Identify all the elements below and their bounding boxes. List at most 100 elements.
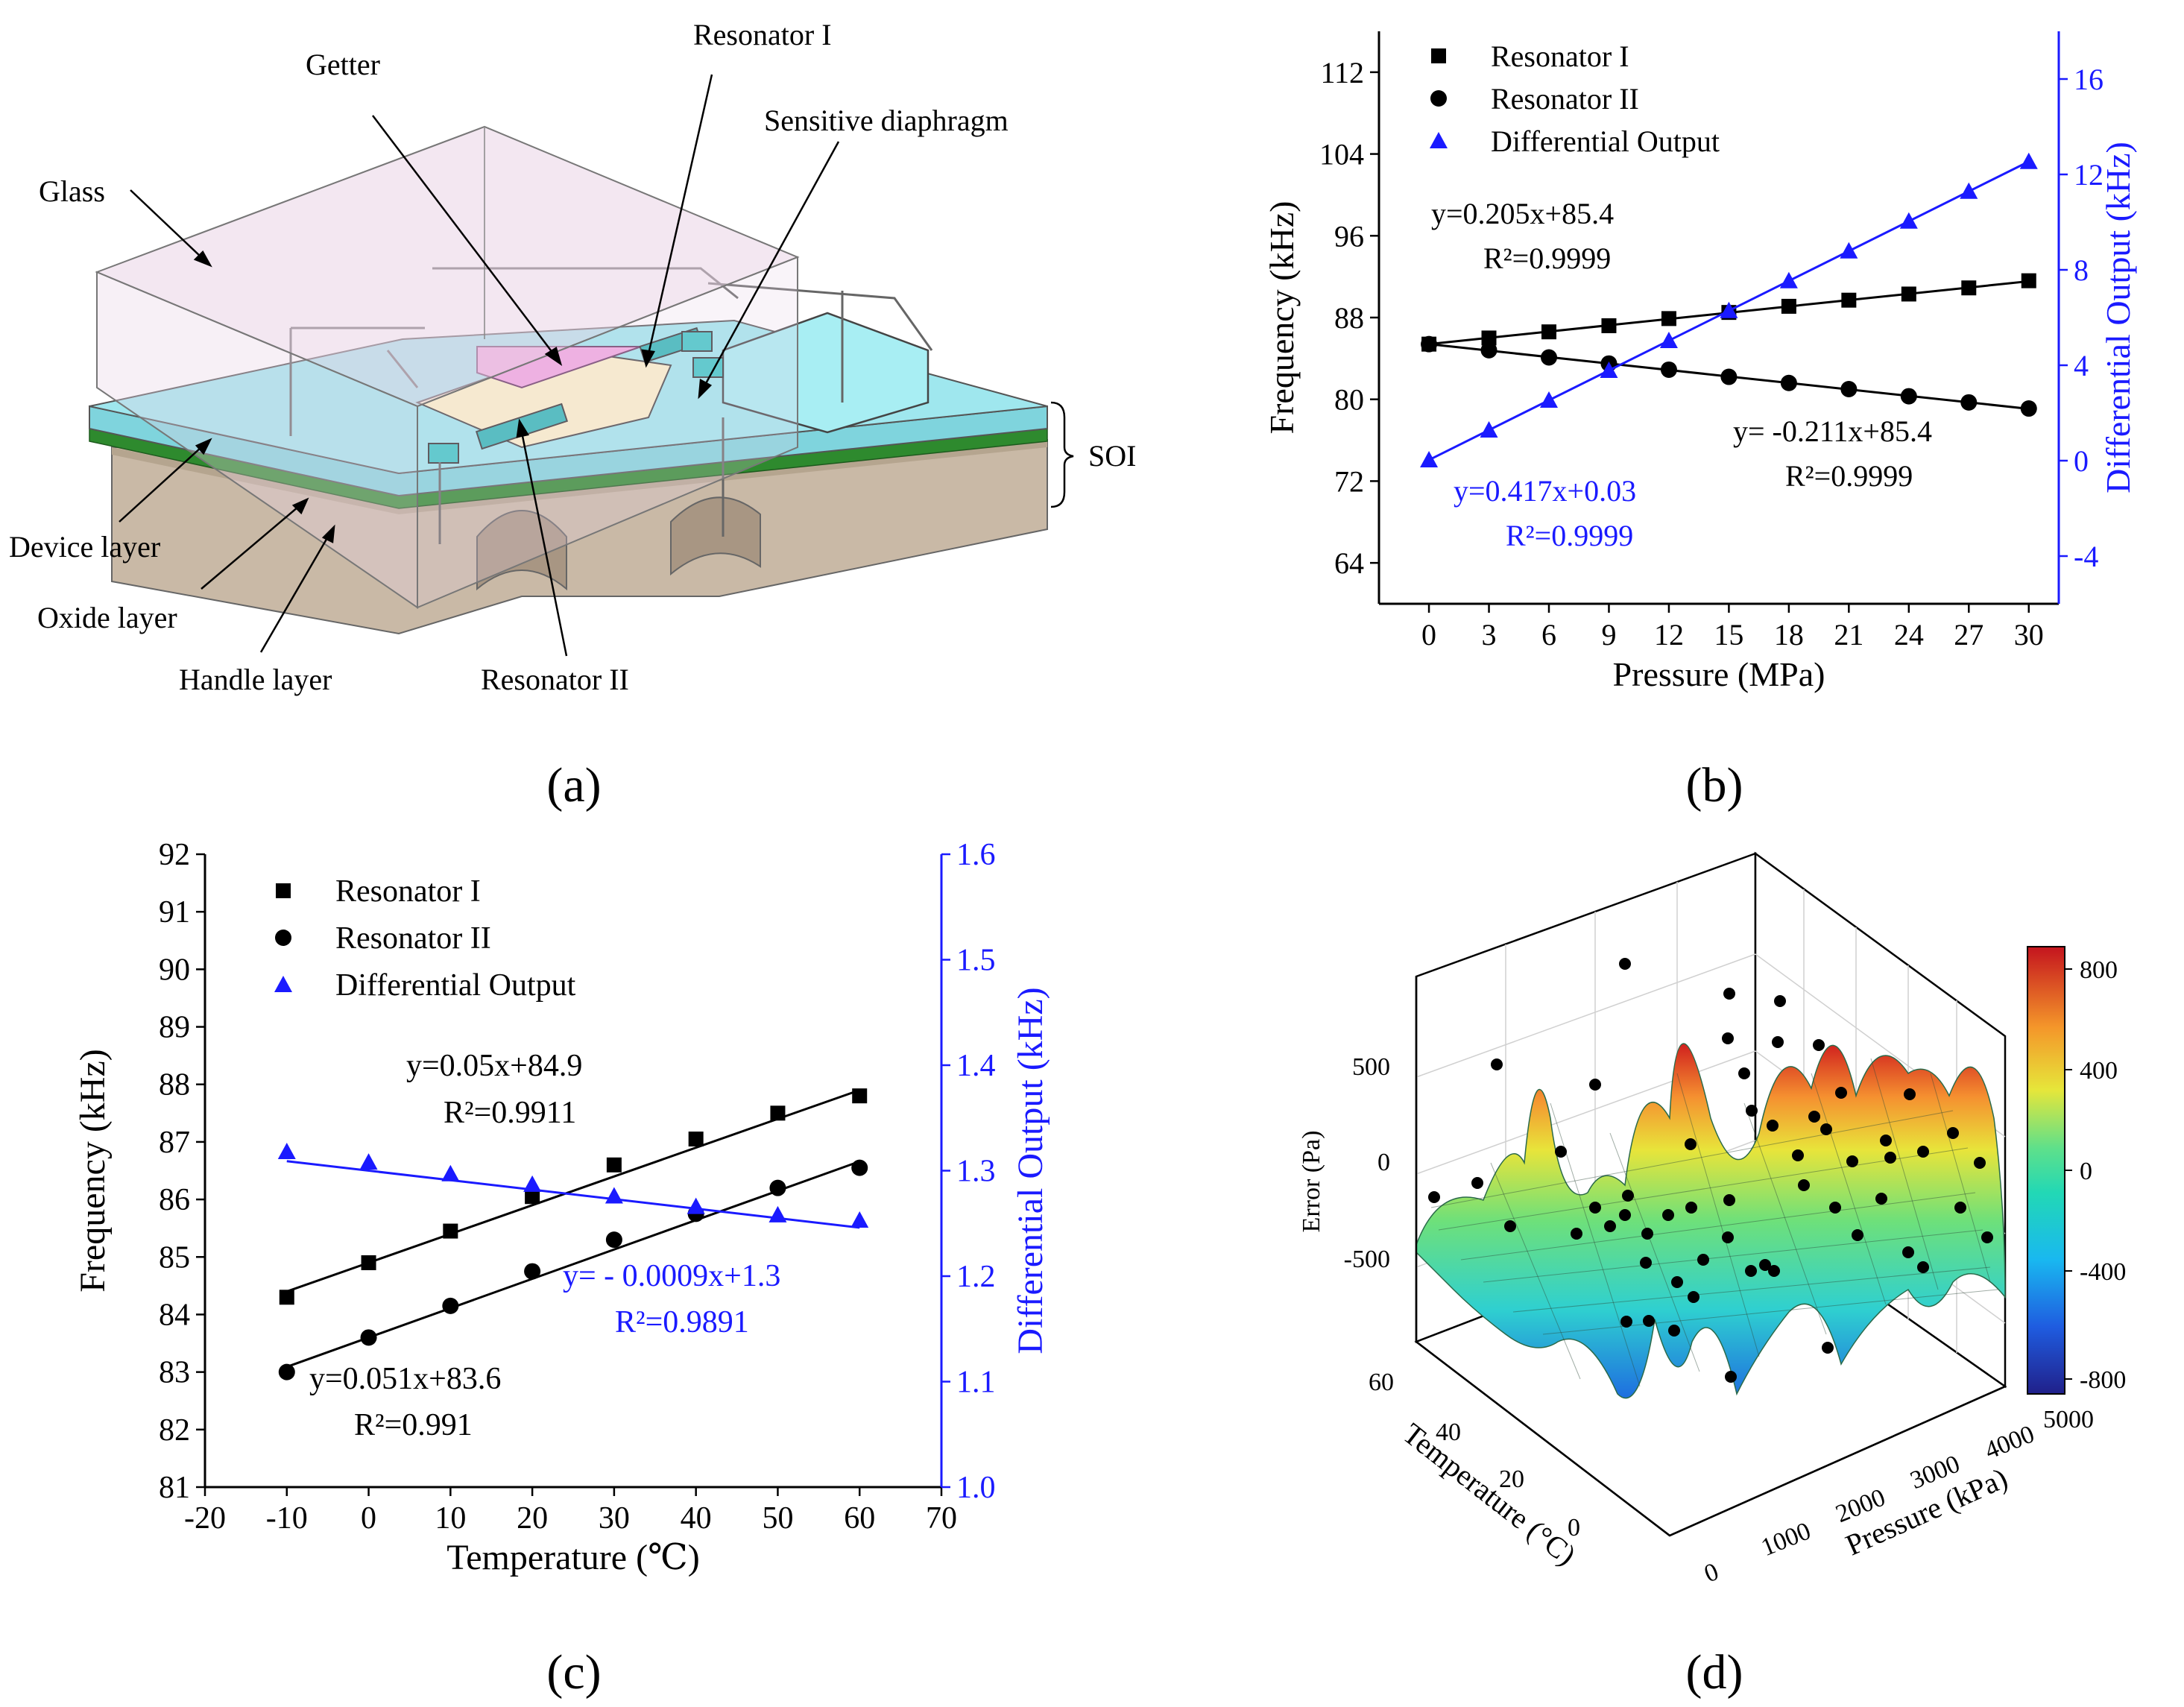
y-tick-label: 80 <box>1334 383 1364 417</box>
x-tick-label: 15 <box>1714 618 1743 651</box>
y-tick-label: 85 <box>159 1240 190 1275</box>
y-tick-label: 112 <box>1320 56 1364 89</box>
colorbar-tick-0: 0 <box>2080 1158 2092 1185</box>
callout-device-layer: Device layer <box>9 530 160 564</box>
regression-equation: y=0.05x+84.9 <box>406 1049 582 1083</box>
data-point-square <box>2021 273 2036 288</box>
x-tick-label: 27 <box>1954 618 1983 651</box>
panel-label-d: (d) <box>1686 1645 1743 1700</box>
data-point-triangle <box>1540 391 1558 408</box>
y2-tick-label: 1.3 <box>956 1155 996 1189</box>
data-point-circle <box>769 1179 786 1196</box>
y2-tick-label: 1.2 <box>956 1260 996 1294</box>
legend-label: Resonator I <box>335 874 481 909</box>
colorbar-tick-minus-400: -400 <box>2080 1258 2126 1286</box>
data-point-triangle <box>1899 212 1918 229</box>
y-tick-label: 88 <box>159 1068 190 1102</box>
y2-tick-label: 1.5 <box>956 944 996 978</box>
callout-handle-layer: Handle layer <box>179 663 332 696</box>
legend-label: Resonator I <box>1491 40 1629 73</box>
x-axis-title: Pressure (MPa) <box>1613 655 1825 693</box>
glass-cap-right <box>417 256 798 609</box>
data-point-circle <box>1900 388 1917 405</box>
data-point-triangle <box>523 1175 542 1192</box>
data-point-triangle <box>1659 332 1678 349</box>
y2-axis-title: Differential Output (kHz) <box>1011 987 1050 1354</box>
panel-label-c: (c) <box>546 1645 601 1700</box>
y-tick-20: 20 <box>1499 1465 1524 1493</box>
callout-sensitive-diaphragm: Sensitive diaphragm <box>764 104 1009 137</box>
legend-label: Resonator II <box>335 921 491 956</box>
z-tick-500: 500 <box>1352 1053 1390 1081</box>
legend-marker <box>276 883 291 898</box>
x-tick-4000: 4000 <box>1981 1420 2039 1465</box>
x-tick-label: 50 <box>762 1501 793 1536</box>
y-tick-label: 90 <box>159 953 190 987</box>
data-point-circle <box>1421 335 1438 353</box>
z-tick-minus-500: -500 <box>1344 1246 1390 1273</box>
y-tick-label: 91 <box>159 895 190 930</box>
data-point-circle <box>1720 368 1738 385</box>
data-point-square <box>770 1105 786 1121</box>
regression-r2: R²=0.9999 <box>1506 519 1633 552</box>
data-point-square <box>1961 280 1977 296</box>
data-point-square <box>852 1088 868 1104</box>
data-point-circle <box>851 1159 868 1176</box>
colorbar-tick-800: 800 <box>2080 956 2118 984</box>
data-point-triangle <box>1840 242 1858 259</box>
y-tick-60: 60 <box>1369 1369 1394 1396</box>
y-tick-40: 40 <box>1436 1419 1461 1446</box>
data-point-circle <box>1960 394 1978 411</box>
regression-r2: R²=0.9911 <box>444 1096 576 1130</box>
data-point-circle <box>1780 374 1797 391</box>
data-point-triangle <box>277 1143 296 1160</box>
x-tick-label: 6 <box>1541 618 1556 651</box>
fit-line <box>286 1089 860 1293</box>
x-tick-label: 18 <box>1774 618 1804 651</box>
y2-tick-label: 16 <box>2074 63 2103 96</box>
panel-label-a: (a) <box>546 758 601 813</box>
x-tick-label: -10 <box>266 1501 308 1536</box>
measurement-points <box>1428 958 1993 1383</box>
data-point-triangle <box>441 1164 460 1181</box>
y-tick-label: 83 <box>159 1356 190 1390</box>
x-tick-label: 12 <box>1654 618 1684 651</box>
regression-equation: y= - 0.0009x+1.3 <box>563 1259 780 1293</box>
x-tick-1000: 1000 <box>1758 1517 1815 1562</box>
data-point-triangle <box>1600 362 1618 379</box>
groove-cut-right <box>670 496 761 576</box>
data-point-triangle <box>850 1211 869 1228</box>
data-point-square <box>1481 330 1497 346</box>
y-tick-label: 104 <box>1319 138 1364 171</box>
y2-tick-label: 1.4 <box>956 1049 996 1083</box>
colorbar <box>2027 946 2065 1395</box>
y-tick-label: 88 <box>1334 301 1364 335</box>
y2-tick-label: 8 <box>2074 253 2089 287</box>
data-point-triangle <box>2019 152 2038 169</box>
data-point-square <box>1601 318 1617 333</box>
data-point-square <box>1781 298 1796 314</box>
anchor-2 <box>681 331 713 352</box>
data-point-square <box>443 1223 458 1239</box>
x-tick-label: 70 <box>926 1501 957 1536</box>
x-tick-label: 40 <box>681 1501 712 1536</box>
x-tick-label: 0 <box>361 1501 376 1536</box>
x-axis-title: Temperature (℃) <box>446 1538 700 1577</box>
legend-label: Differential Output <box>335 968 576 1003</box>
y-tick-label: 96 <box>1334 219 1364 253</box>
legend-marker <box>1431 48 1446 63</box>
data-point-square <box>1841 292 1857 308</box>
y-tick-label: 84 <box>159 1298 190 1332</box>
data-point-square <box>525 1189 540 1205</box>
panel-d-surface-plot: 500 0 -500 Error (Pa) 60 40 20 0 Tempera… <box>1298 851 2126 1588</box>
legend-marker <box>1430 132 1448 148</box>
callout-soi: SOI <box>1088 439 1136 473</box>
data-point-circle <box>442 1297 459 1314</box>
data-point-circle <box>605 1231 622 1249</box>
regression-equation: y=0.205x+85.4 <box>1431 197 1614 230</box>
x-tick-label: 9 <box>1601 618 1616 651</box>
x-tick-label: 10 <box>435 1501 466 1536</box>
colorbar-ticks <box>2065 968 2072 1380</box>
data-point-circle <box>1840 381 1858 397</box>
